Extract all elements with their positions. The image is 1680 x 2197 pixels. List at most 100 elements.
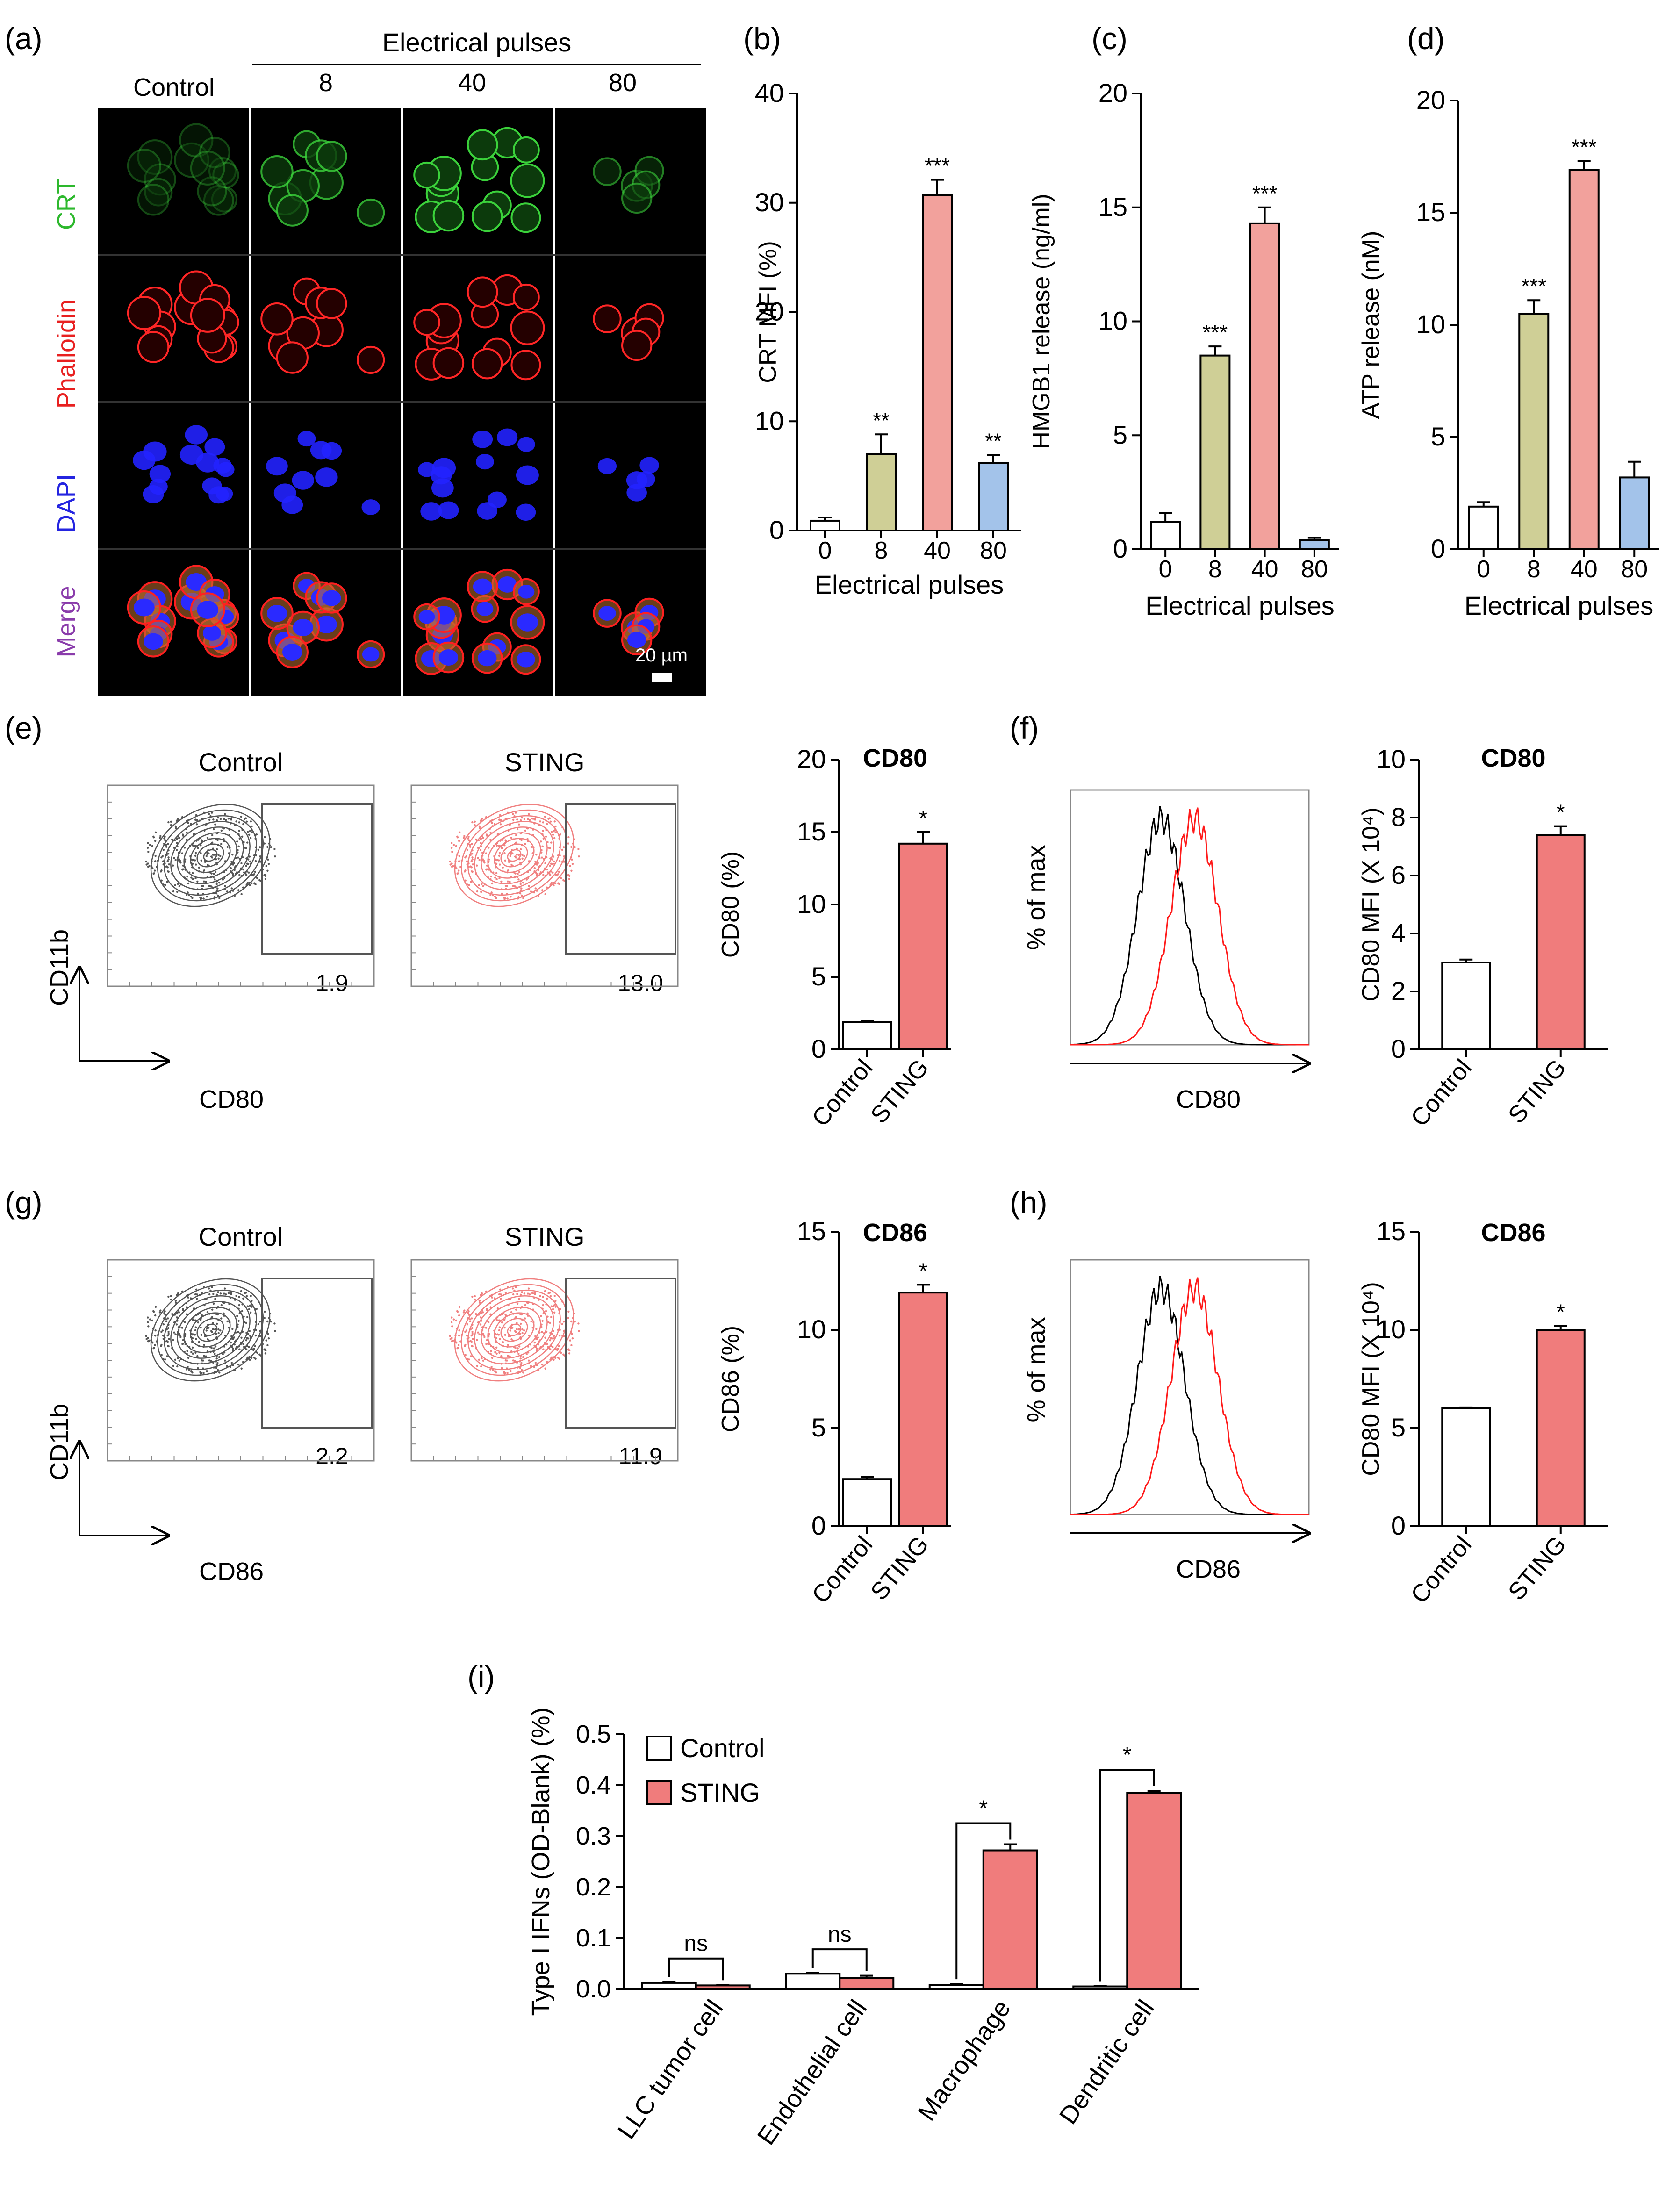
- flow-event-dot: [507, 1355, 509, 1357]
- flow-event-dot: [208, 818, 211, 821]
- cell-crt: [127, 149, 161, 183]
- flow-event-dot: [469, 1318, 471, 1321]
- flow-event-dot: [521, 1328, 524, 1331]
- flow-event-dot: [478, 827, 481, 829]
- flow-event-dot: [455, 1319, 458, 1322]
- flow-event-dot: [495, 844, 498, 847]
- flow-event-dot: [172, 890, 175, 893]
- cell-nucleus: [516, 503, 536, 521]
- flow-event-dot: [211, 834, 214, 836]
- chart-cd86-percent: 0 5 10 15 Control * STING CD86 (%) CD86: [717, 1216, 951, 1608]
- flow-event-dot: [574, 1320, 576, 1323]
- flow-event-dot: [237, 1364, 240, 1366]
- flow-x-axis-label: CD80: [199, 1085, 264, 1113]
- flow-event-dot: [450, 847, 453, 849]
- panel-letter-e: (e): [5, 711, 43, 745]
- flow-event-dot: [498, 1351, 501, 1354]
- flow-event-dot: [203, 880, 205, 883]
- flow-event-dot: [571, 1333, 573, 1335]
- flow-event-dot: [238, 821, 240, 824]
- flow-event-dot: [167, 821, 170, 824]
- flow-event-dot: [191, 859, 194, 862]
- flow-event-dot: [245, 865, 248, 867]
- flow-event-dot: [456, 1310, 459, 1313]
- cell-nucleus: [517, 613, 538, 632]
- flow-event-dot: [245, 1321, 247, 1324]
- x-tick-label: 40: [1571, 556, 1598, 583]
- flow-event-dot: [215, 889, 218, 891]
- flow-event-dot: [187, 1357, 190, 1359]
- flow-event-dot: [182, 1343, 184, 1345]
- y-tick-label: 5: [811, 1413, 826, 1442]
- flow-event-dot: [525, 878, 528, 881]
- flow-event-dot: [264, 1352, 267, 1355]
- flow-event-dot: [507, 869, 510, 872]
- cell-nucleus: [627, 632, 646, 648]
- flow-event-dot: [167, 853, 170, 855]
- flow-event-dot: [481, 837, 484, 839]
- flow-event-dot: [162, 860, 165, 862]
- flow-event-dot: [542, 874, 545, 876]
- bar: [1536, 1329, 1586, 1527]
- chart-type-i-ifns: 0.0 0.1 0.2 0.3 0.4 0.5 ns LLC tumor cell ns Endo…: [527, 1707, 1199, 2150]
- flow-event-dot: [503, 852, 506, 854]
- bar: [1619, 476, 1650, 551]
- flow-event-dot: [549, 865, 552, 867]
- flow-event-dot: [546, 868, 548, 871]
- x-tick-label: LLC tumor cell: [612, 1995, 729, 2144]
- flow-event-dot: [503, 1326, 506, 1329]
- cell-nucleus: [597, 458, 617, 474]
- flow-event-dot: [500, 819, 502, 821]
- flow-event-dot: [545, 1310, 547, 1312]
- flow-event-dot: [187, 1296, 189, 1299]
- flow-event-dot: [456, 872, 459, 875]
- flow-event-dot: [545, 835, 547, 838]
- flow-event-dot: [544, 862, 546, 865]
- flow-event-dot: [552, 871, 554, 874]
- flow-event-dot: [256, 1351, 258, 1354]
- significance-mark: *: [1557, 800, 1565, 825]
- flow-event-dot: [249, 837, 252, 840]
- flow-contour: [507, 1323, 522, 1336]
- flow-event-dot: [458, 854, 460, 857]
- flow-event-dot: [160, 870, 162, 873]
- flow-event-dot: [177, 883, 179, 885]
- flow-event-dot: [153, 869, 156, 872]
- flow-event-dot: [249, 884, 251, 887]
- flow-event-dot: [173, 1331, 175, 1334]
- cell-nucleus: [321, 442, 342, 460]
- flow-event-dot: [186, 875, 188, 878]
- cell-crt: [199, 136, 230, 168]
- flow-event-dot: [478, 1301, 481, 1304]
- chart-cd86-mfi: 0 5 10 15 Control * STING CD80 MFI (X 10⁴) CD86: [1357, 1216, 1608, 1608]
- flow-event-dot: [515, 841, 517, 844]
- electrical-pulses-header: Electrical pulses: [382, 28, 572, 57]
- flow-contour: [460, 809, 568, 902]
- flow-event-dot: [148, 1339, 151, 1342]
- cell-phalloidin: [276, 341, 309, 374]
- flow-event-dot: [181, 833, 184, 836]
- flow-contour: [203, 849, 218, 862]
- flow-event-dot: [219, 1329, 222, 1332]
- flow-event-dot: [474, 824, 476, 826]
- flow-event-dot: [240, 862, 243, 865]
- y-tick-label: 0.2: [576, 1873, 611, 1901]
- flow-event-dot: [245, 1295, 248, 1297]
- cell-membrane: [510, 605, 545, 640]
- flow-event-dot: [215, 1293, 218, 1296]
- y-tick-label: 0: [1391, 1034, 1406, 1063]
- flow-event-dot: [208, 813, 210, 815]
- flow-event-dot: [217, 857, 220, 860]
- flow-event-dot: [217, 1291, 219, 1293]
- flow-event-dot: [237, 856, 239, 859]
- cell-crt: [203, 185, 234, 216]
- cell-nucleus: [143, 485, 164, 503]
- flow-event-dot: [474, 1298, 476, 1301]
- flow-event-dot: [512, 818, 515, 821]
- flow-event-dot: [495, 878, 498, 881]
- flow-event-dot: [198, 1341, 200, 1343]
- flow-event-dot: [231, 1328, 234, 1330]
- flow-event-dot: [167, 1331, 170, 1333]
- flow-event-dot: [216, 1369, 219, 1371]
- flow-event-dot: [464, 1345, 466, 1347]
